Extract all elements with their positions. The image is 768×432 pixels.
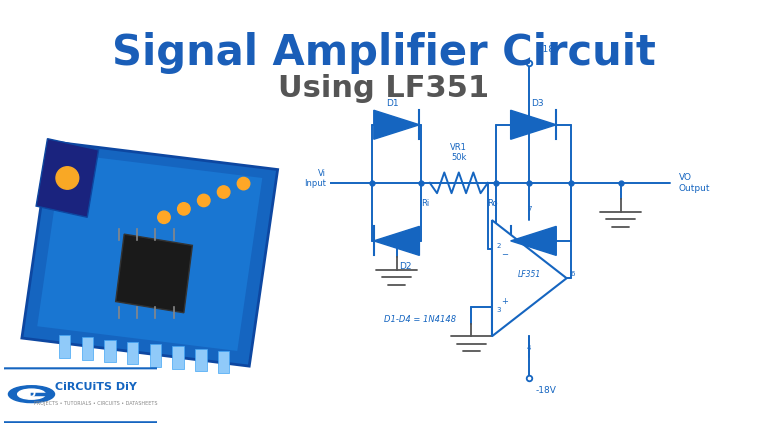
Text: Ro: Ro <box>487 200 498 208</box>
Text: PROJECTS • TUTORIALS • CIRCUITS • DATASHEETS: PROJECTS • TUTORIALS • CIRCUITS • DATASH… <box>35 401 157 406</box>
Polygon shape <box>374 110 419 139</box>
Circle shape <box>157 211 170 223</box>
Polygon shape <box>116 234 192 313</box>
Polygon shape <box>173 346 184 369</box>
Polygon shape <box>81 337 93 360</box>
Text: VR1
50k: VR1 50k <box>450 143 467 162</box>
Text: VO
Output: VO Output <box>679 173 710 193</box>
Polygon shape <box>374 226 419 255</box>
Text: D2: D2 <box>399 262 411 270</box>
Polygon shape <box>104 340 116 362</box>
Circle shape <box>56 167 78 189</box>
Text: 3: 3 <box>496 307 501 313</box>
Text: Using LF351: Using LF351 <box>279 74 489 103</box>
Circle shape <box>197 194 210 206</box>
Text: 4: 4 <box>527 345 531 350</box>
Polygon shape <box>36 139 98 217</box>
Text: Vi
Input: Vi Input <box>304 169 326 188</box>
Text: CiRCUiTS DiY: CiRCUiTS DiY <box>55 382 137 392</box>
Text: D1-D4 = 1N4148: D1-D4 = 1N4148 <box>384 315 456 324</box>
Text: D3: D3 <box>531 99 544 108</box>
Polygon shape <box>37 153 263 351</box>
Text: −: − <box>501 251 508 260</box>
Polygon shape <box>127 342 138 365</box>
Circle shape <box>217 186 230 198</box>
Text: LF351: LF351 <box>518 270 541 279</box>
Polygon shape <box>218 351 230 373</box>
Circle shape <box>237 178 250 190</box>
Text: Ri: Ri <box>422 200 430 208</box>
Circle shape <box>8 386 55 403</box>
Polygon shape <box>195 349 207 371</box>
Polygon shape <box>150 344 161 367</box>
Text: 2: 2 <box>496 243 501 249</box>
Text: 7: 7 <box>527 206 531 212</box>
Polygon shape <box>492 220 567 336</box>
Text: D: D <box>28 389 35 399</box>
Polygon shape <box>511 110 556 139</box>
Circle shape <box>18 389 45 399</box>
Text: +: + <box>501 297 508 306</box>
Text: 6: 6 <box>571 271 575 277</box>
Polygon shape <box>511 226 556 255</box>
Text: D4: D4 <box>531 262 544 270</box>
Polygon shape <box>59 335 70 358</box>
Text: D1: D1 <box>386 99 399 108</box>
Polygon shape <box>22 141 278 366</box>
Text: -18V: -18V <box>535 386 556 395</box>
Circle shape <box>177 203 190 215</box>
Text: +18V: +18V <box>535 45 561 54</box>
FancyBboxPatch shape <box>1 368 161 422</box>
Text: Signal Amplifier Circuit: Signal Amplifier Circuit <box>112 32 656 74</box>
